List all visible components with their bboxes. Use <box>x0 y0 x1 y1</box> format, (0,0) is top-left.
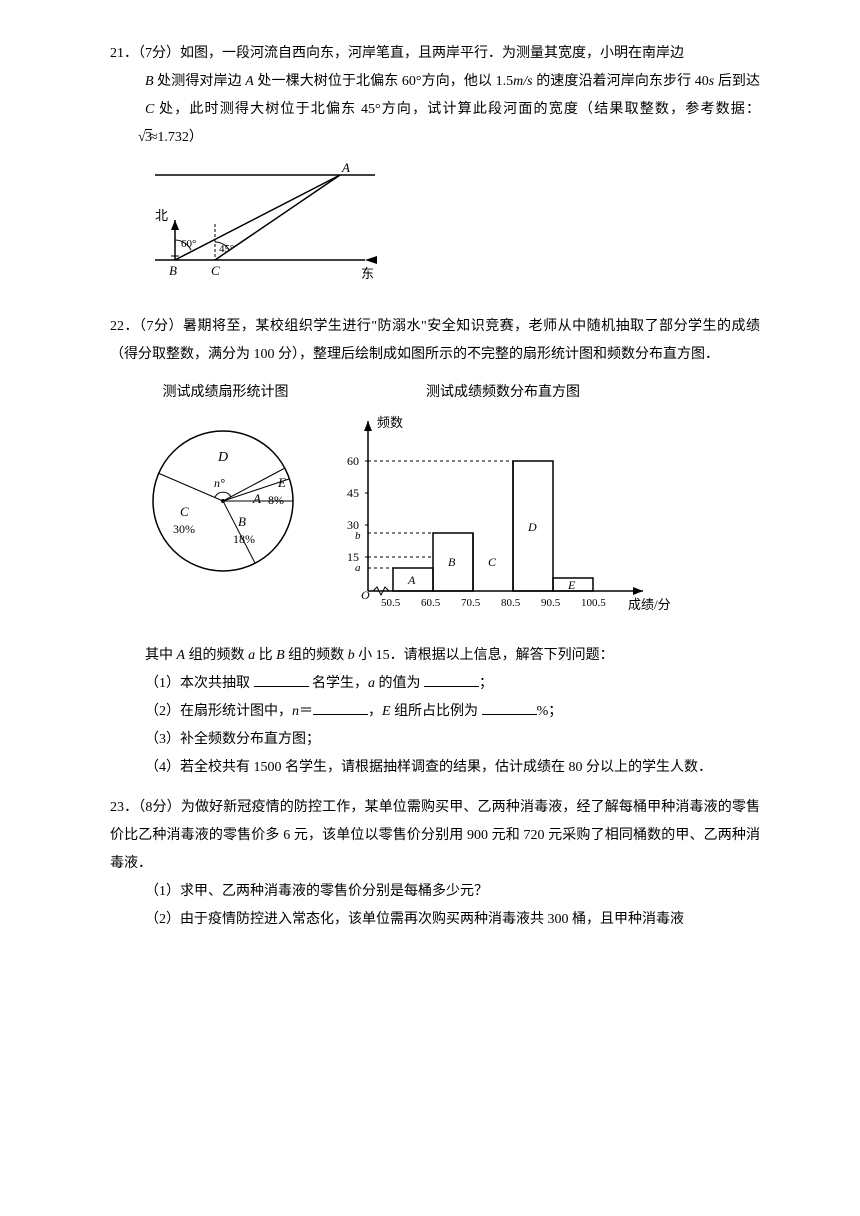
svg-text:50.5: 50.5 <box>381 597 401 609</box>
svg-text:A: A <box>407 573 416 587</box>
svg-text:45: 45 <box>347 486 359 500</box>
svg-text:70.5: 70.5 <box>461 597 481 609</box>
svg-text:B: B <box>448 555 456 569</box>
q21-text: 21．（7分）如图，一段河流自西向东，河岸笔直，且两岸平行．为测量其宽度，小明在… <box>110 40 760 68</box>
q22-sub4: （4）若全校共有 1500 名学生，请根据抽样调查的结果，估计成绩在 80 分以… <box>110 754 760 782</box>
svg-text:A: A <box>252 491 261 506</box>
svg-text:8%: 8% <box>268 493 284 507</box>
svg-text:60.5: 60.5 <box>421 597 441 609</box>
svg-text:北: 北 <box>155 208 168 223</box>
q23-num: 23．（8分） <box>110 800 181 815</box>
q22-sub2: （2）在扇形统计图中，n＝，E 组所占比例为 %； <box>110 698 760 726</box>
svg-text:频数: 频数 <box>377 415 403 430</box>
svg-text:E: E <box>277 475 286 490</box>
svg-text:E: E <box>567 578 576 592</box>
svg-text:a: a <box>355 562 361 574</box>
q22-num: 22．（7分） <box>110 319 183 334</box>
svg-text:C: C <box>211 263 220 278</box>
hist-title: 测试成绩频数分布直方图 <box>333 379 673 407</box>
svg-text:D: D <box>527 520 537 534</box>
svg-text:18%: 18% <box>233 532 255 546</box>
svg-text:30%: 30% <box>173 522 195 536</box>
svg-text:成绩/分: 成绩/分 <box>628 597 671 612</box>
svg-text:100.5: 100.5 <box>581 597 606 609</box>
histogram: 测试成绩频数分布直方图 频数 成绩/分 O 15 30 45 60 a b <box>333 379 673 632</box>
svg-text:90.5: 90.5 <box>541 597 561 609</box>
q22-sub3: （3）补全频数分布直方图； <box>110 726 760 754</box>
problem-23: 23．（8分）为做好新冠疫情的防控工作，某单位需购买甲、乙两种消毒液，经了解每桶… <box>110 794 760 934</box>
pie-title: 测试成绩扇形统计图 <box>138 379 313 407</box>
svg-text:B: B <box>238 514 246 529</box>
q23-sub1: （1）求甲、乙两种消毒液的零售价分别是每桶多少元？ <box>110 878 760 906</box>
svg-text:O: O <box>361 588 370 602</box>
blank-input[interactable] <box>424 672 479 687</box>
problem-21: 21．（7分）如图，一段河流自西向东，河岸笔直，且两岸平行．为测量其宽度，小明在… <box>110 40 760 301</box>
q23-text: 23．（8分）为做好新冠疫情的防控工作，某单位需购买甲、乙两种消毒液，经了解每桶… <box>110 794 760 878</box>
svg-text:C: C <box>180 504 189 519</box>
svg-text:n°: n° <box>214 476 225 490</box>
q23-sub2: （2）由于疫情防控进入常态化，该单位需再次购买两种消毒液共 300 桶，且甲种消… <box>110 906 760 934</box>
q22-mid: 其中 A 组的频数 a 比 B 组的频数 b 小 15．请根据以上信息，解答下列… <box>110 642 760 670</box>
svg-text:A: A <box>341 160 350 175</box>
svg-text:80.5: 80.5 <box>501 597 521 609</box>
blank-input[interactable] <box>254 672 309 687</box>
q22-sub1: （1）本次共抽取 名学生，a 的值为 ； <box>110 670 760 698</box>
svg-text:D: D <box>217 450 228 465</box>
svg-text:B: B <box>169 263 177 278</box>
blank-input[interactable] <box>482 700 537 715</box>
q22-text: 22．（7分）暑期将至，某校组织学生进行"防溺水"安全知识竞赛，老师从中随机抽取… <box>110 313 760 369</box>
svg-text:C: C <box>488 555 497 569</box>
q21-diagram: A B C 北 东 60° 45° <box>145 160 760 301</box>
q21-cont: B 处测得对岸边 A 处一棵大树位于北偏东 60°方向，他以 1.5m/s 的速… <box>110 68 760 152</box>
pie-chart: 测试成绩扇形统计图 D n° E A 8% B 18% C 30% <box>138 379 313 592</box>
q21-num: 21．（7分） <box>110 46 180 61</box>
svg-text:60°: 60° <box>181 238 196 250</box>
problem-22: 22．（7分）暑期将至，某校组织学生进行"防溺水"安全知识竞赛，老师从中随机抽取… <box>110 313 760 782</box>
q22-charts: 测试成绩扇形统计图 D n° E A 8% B 18% C 30% <box>138 379 760 632</box>
blank-input[interactable] <box>313 700 368 715</box>
svg-text:45°: 45° <box>219 243 234 255</box>
svg-text:东: 东 <box>361 266 374 281</box>
svg-text:60: 60 <box>347 454 359 468</box>
svg-text:b: b <box>355 530 361 542</box>
